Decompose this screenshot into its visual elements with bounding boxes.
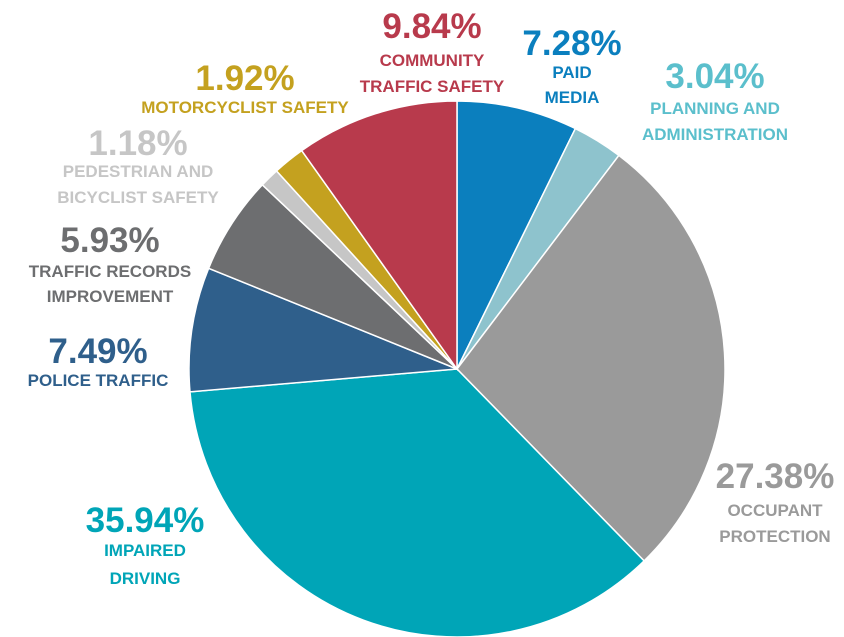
slice-category-label: OCCUPANT PROTECTION — [719, 501, 830, 546]
pie-slice — [188, 267, 458, 393]
slice-category-label: MOTORCYCLIST SAFETY — [141, 98, 349, 117]
slice-value-label: 1.18% — [88, 124, 187, 163]
slice-category-label: PEDESTRIAN AND BICYCLIST SAFETY — [57, 162, 219, 207]
slice-category-label: COMMUNITY TRAFFIC SAFETY — [360, 51, 505, 96]
slice-value-label: 35.94% — [86, 501, 205, 540]
slice-value-label: 3.04% — [665, 57, 764, 96]
pie-slice — [189, 368, 646, 637]
slice-category-label: TRAFFIC RECORDS IMPROVEMENT — [29, 262, 191, 306]
pie-slice — [300, 100, 458, 372]
slice-value-label: 5.93% — [60, 221, 159, 260]
slice-value-label: 7.49% — [48, 332, 147, 371]
slice-category-label: PLANNING AND ADMINISTRATION — [642, 99, 788, 144]
slice-category-label: POLICE TRAFFIC — [28, 371, 169, 390]
pie-slice — [456, 100, 577, 370]
slice-category-label: IMPAIRED DRIVING — [104, 541, 186, 588]
slice-value-label: 1.92% — [195, 59, 294, 98]
slice-value-label: 7.28% — [522, 24, 621, 63]
slice-value-label: 27.38% — [716, 457, 835, 496]
pie-slice — [456, 154, 726, 562]
slice-category-label: PAID MEDIA — [545, 63, 600, 107]
slice-value-label: 9.84% — [382, 7, 481, 46]
